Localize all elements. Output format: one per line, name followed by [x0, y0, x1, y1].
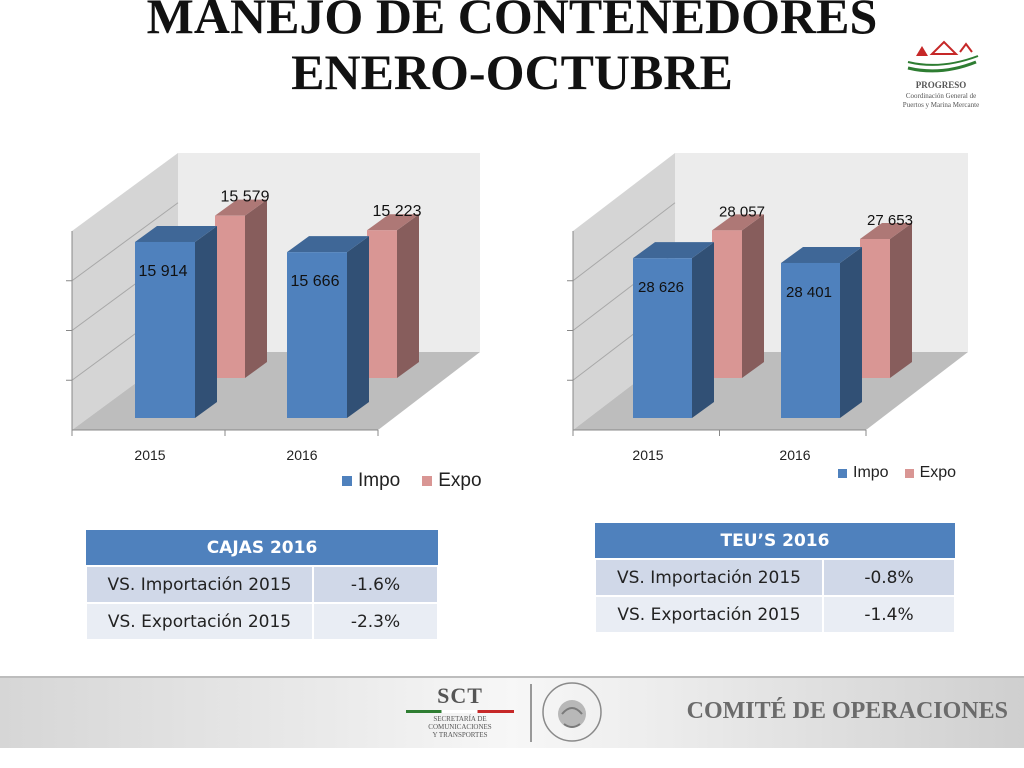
cajas-chart: 15 914 15 579 2015 15 666 15 223 2016: [66, 153, 480, 463]
progreso-logo: PROGRESO Coordinación General de Puertos…: [886, 36, 996, 116]
bar-impo: [633, 258, 692, 418]
legend-swatch-impo: [342, 476, 352, 486]
sct-line-3: Y TRANSPORTES: [432, 731, 488, 739]
bar-impo-top: [135, 225, 217, 242]
table-header: TEU’S 2016: [595, 523, 955, 559]
title-line-2: ENERO-OCTUBRE: [291, 44, 733, 100]
data-label-impo: 15 666: [291, 273, 340, 290]
table-row: VS. Importación 2015 -1.6%: [85, 565, 439, 604]
comite-label: COMITÉ DE OPERACIONES: [686, 698, 1008, 724]
table-row: VS. Exportación 2015 -2.3%: [85, 602, 439, 641]
legend-label-expo: Expo: [919, 464, 957, 481]
teus-table: TEU’S 2016 VS. Importación 2015 -0.8% VS…: [594, 523, 956, 634]
bar-expo-side: [890, 223, 912, 378]
chart-gridline: [572, 202, 676, 282]
bar-impo-top: [287, 236, 369, 253]
legend-item-expo: Expo: [904, 464, 957, 482]
bar-impo-side: [195, 225, 217, 418]
legend-swatch-impo: [838, 468, 847, 478]
row-value: -2.3%: [312, 602, 439, 641]
bar-expo-side: [742, 214, 764, 378]
x-tick-label: 2015: [134, 447, 165, 463]
legend-swatch-expo: [904, 468, 914, 478]
logo-name: PROGRESO: [915, 80, 967, 90]
legend-swatch-expo: [422, 476, 433, 486]
table-header: CAJAS 2016: [86, 530, 438, 566]
data-label-impo: 28 401: [786, 284, 832, 301]
data-label-impo: 28 626: [638, 279, 684, 296]
teus-chart: 28 626 28 057 2015 28 401 27 653 2016: [567, 153, 968, 463]
legend-item-expo: Expo: [422, 470, 482, 492]
logo-line-1: Coordinación General de: [905, 92, 977, 100]
legend-item-impo: Impo: [838, 464, 889, 482]
bar-impo-top: [633, 242, 714, 259]
sct-line-1: SECRETARÍA DE: [433, 715, 487, 723]
ship-icon: [907, 40, 979, 73]
legend-chart-2: Impo Expo: [838, 464, 956, 482]
bar-impo-top: [781, 246, 862, 263]
bar-expo: [367, 230, 397, 378]
footer-divider: [0, 676, 1024, 678]
sct-line-2: COMUNICACIONES: [428, 723, 492, 731]
page-title: MANEJO DE CONTENEDORES ENERO-OCTUBRE: [0, 0, 1024, 100]
legend-label-expo: Expo: [438, 470, 482, 491]
flag-stripe: [406, 710, 514, 713]
row-label: VS. Exportación 2015: [85, 602, 314, 641]
bar-expo-top: [712, 214, 764, 231]
bar-expo-side: [245, 199, 267, 378]
bar-expo: [712, 230, 742, 378]
x-tick-label: 2016: [286, 447, 317, 463]
logo-divider: [530, 684, 532, 742]
data-label-expo: 28 057: [719, 203, 765, 220]
data-label-expo: 15 579: [221, 189, 270, 206]
sct-abbr: SCT: [437, 683, 483, 708]
bar-expo-top: [367, 214, 419, 231]
x-tick-label: 2015: [632, 447, 663, 463]
cajas-table: CAJAS 2016 VS. Importación 2015 -1.6% VS…: [85, 530, 439, 641]
legend-chart-1: Impo Expo: [342, 470, 482, 492]
footer-bar: [0, 678, 1024, 748]
bar-expo: [860, 239, 890, 378]
national-seal-icon: [542, 682, 602, 742]
bar-impo: [781, 262, 840, 418]
bar-impo: [287, 252, 347, 418]
bar-expo: [215, 215, 245, 378]
legend-item-impo: Impo: [342, 470, 400, 492]
data-label-expo: 15 223: [373, 203, 422, 220]
data-label-impo: 15 914: [139, 263, 188, 280]
bar-impo-side: [692, 242, 714, 418]
row-label: VS. Importación 2015: [594, 558, 824, 597]
row-value: -0.8%: [822, 558, 956, 597]
x-tick-label: 2016: [779, 447, 810, 463]
bar-impo: [135, 241, 195, 418]
bar-expo-side: [397, 214, 419, 378]
legend-label-impo: Impo: [853, 464, 889, 481]
bar-impo-side: [840, 246, 862, 418]
row-value: -1.4%: [822, 595, 956, 634]
title-line-1: MANEJO DE CONTENEDORES: [146, 0, 878, 44]
legend-label-impo: Impo: [358, 470, 401, 491]
sct-logo: SCT SECRETARÍA DE COMUNICACIONES Y TRANS…: [400, 684, 520, 744]
bar-impo-side: [347, 236, 369, 418]
bar-expo-top: [215, 199, 267, 216]
bar-expo-top: [860, 223, 912, 240]
data-label-expo: 27 653: [867, 212, 913, 229]
logo-line-2: Puertos y Marina Mercante: [902, 101, 980, 109]
table-row: VS. Importación 2015 -0.8%: [594, 558, 956, 597]
row-label: VS. Importación 2015: [85, 565, 314, 604]
table-row: VS. Exportación 2015 -1.4%: [594, 595, 956, 634]
chart-gridline: [71, 202, 179, 282]
row-label: VS. Exportación 2015: [594, 595, 824, 634]
row-value: -1.6%: [312, 565, 439, 604]
